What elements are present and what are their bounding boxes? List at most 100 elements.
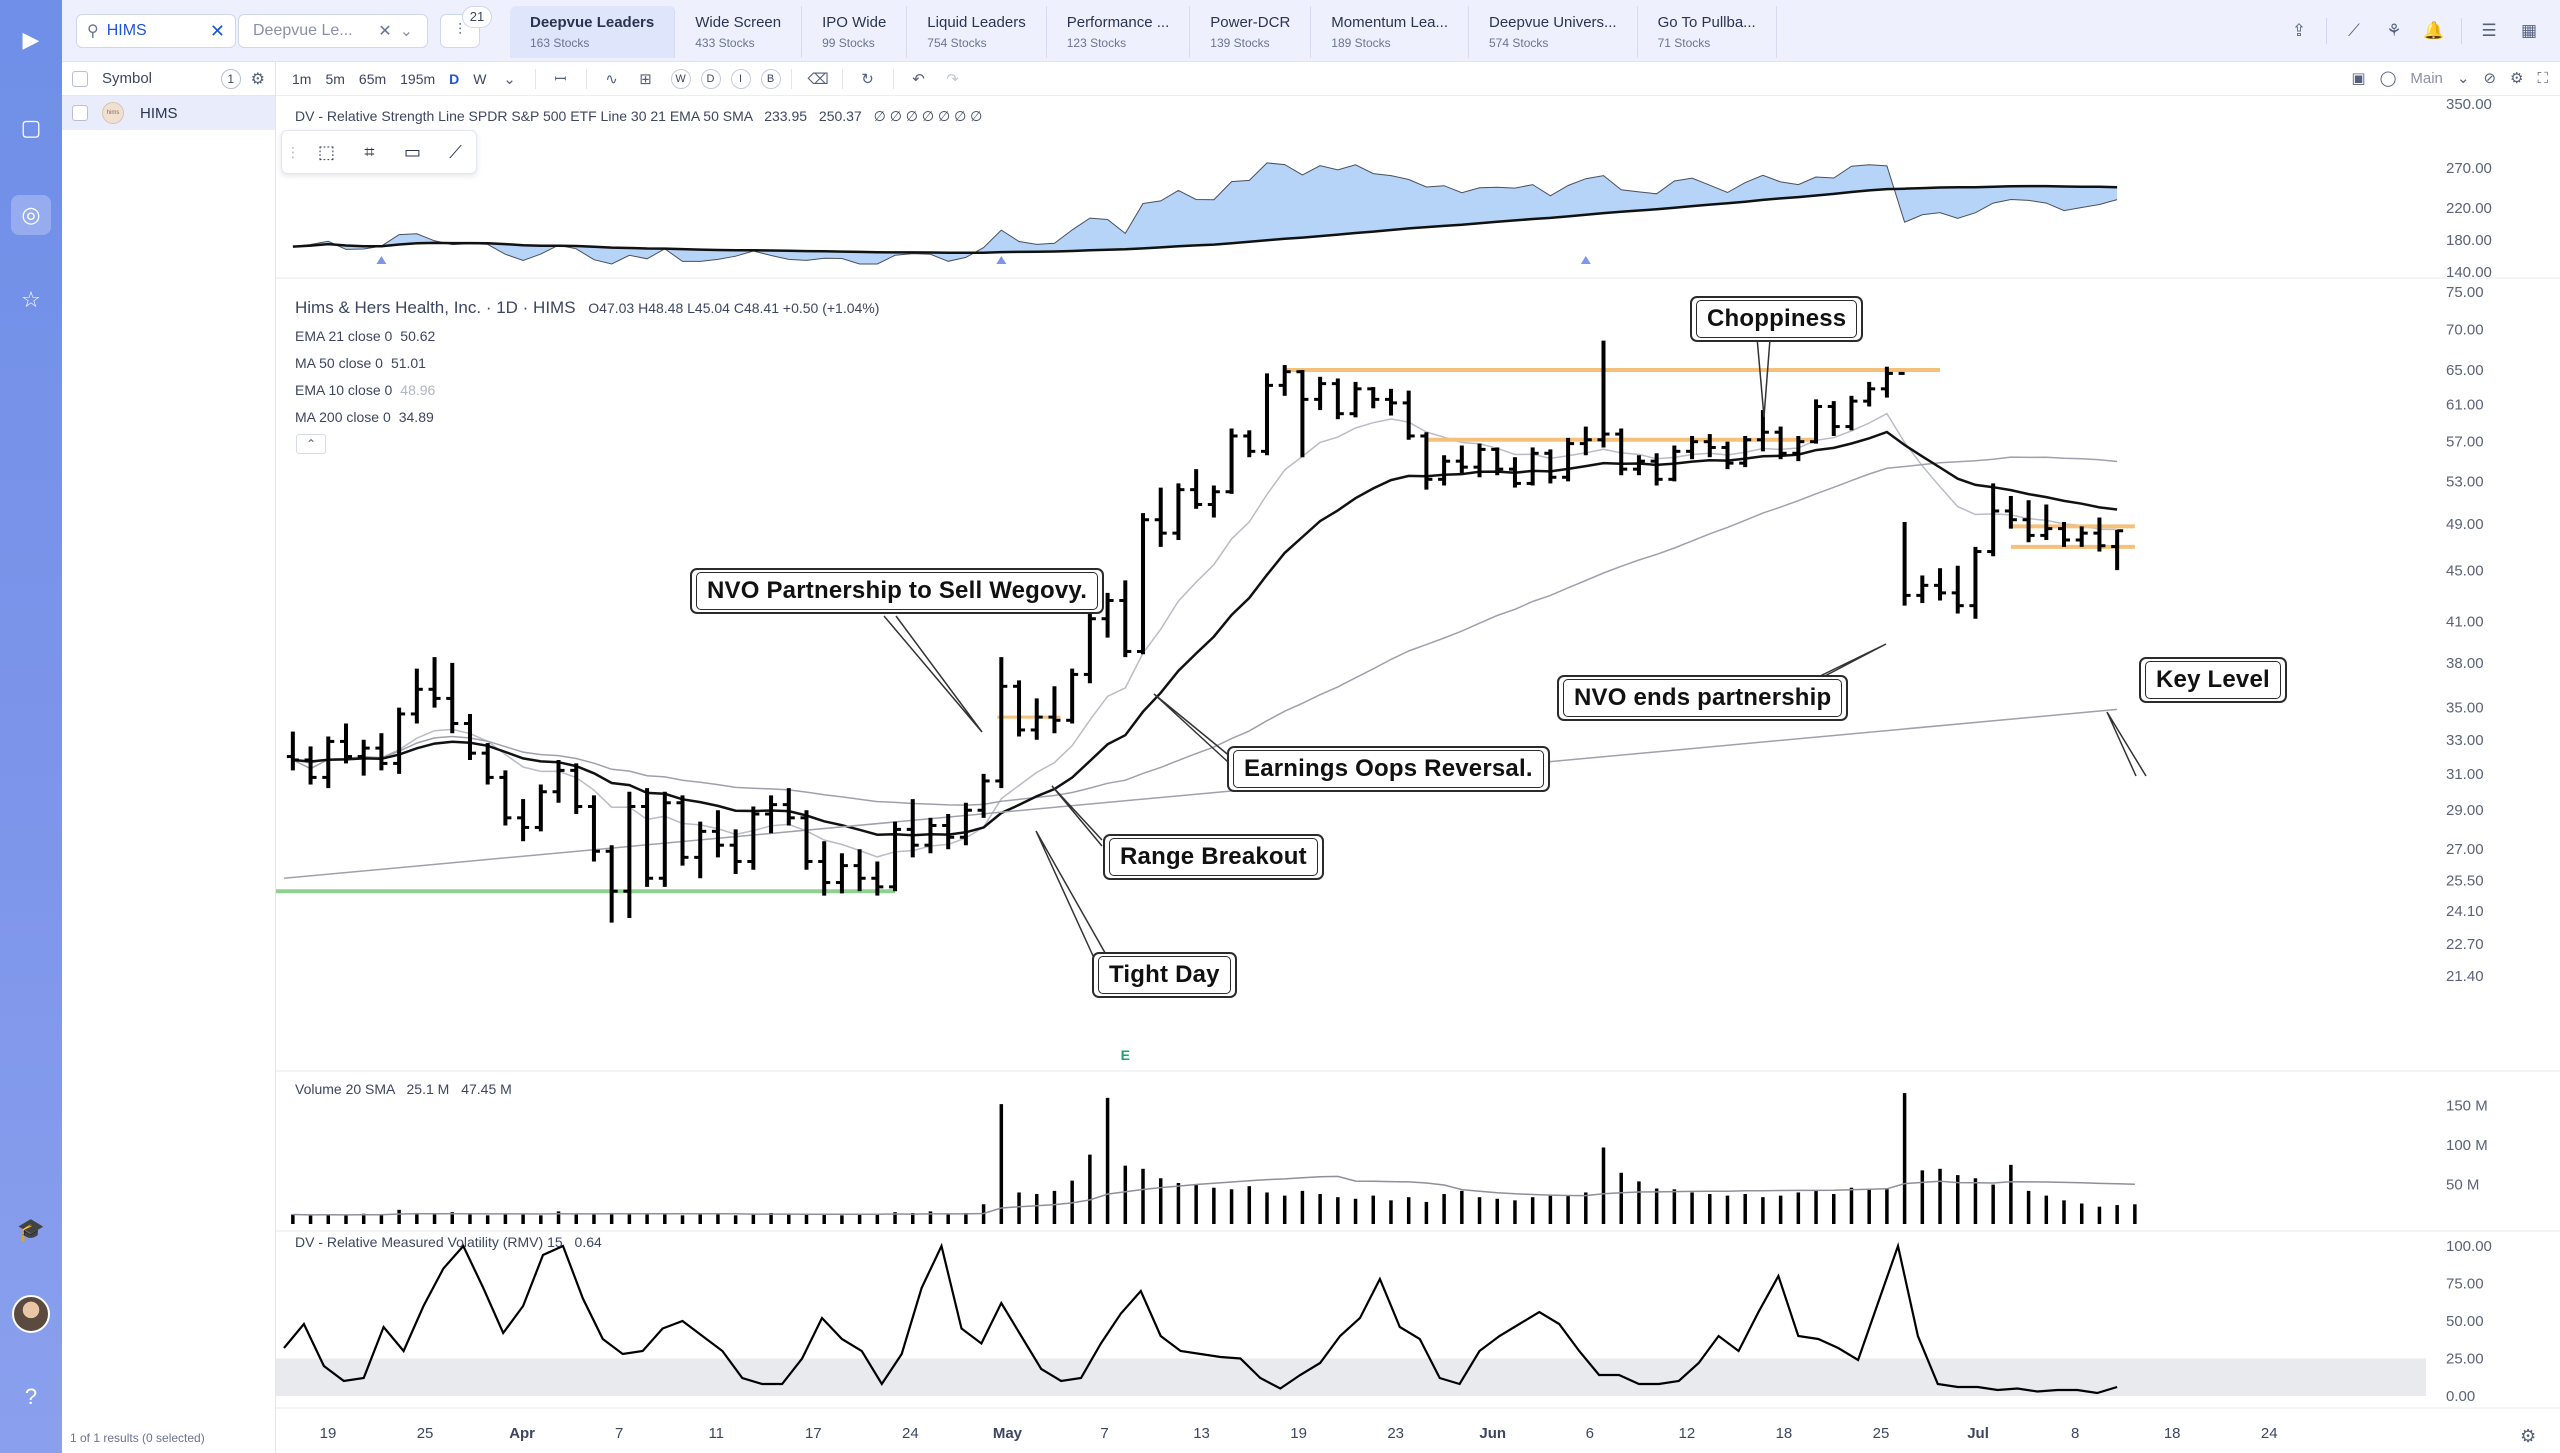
tab-momentum-lea[interactable]: Momentum Lea... 189 Stocks [1311, 6, 1469, 58]
gear-icon[interactable]: ⚙ [250, 70, 265, 88]
timeframe-w[interactable]: W [473, 70, 487, 87]
intraday-toggle[interactable]: I [730, 68, 751, 89]
week-toggle[interactable]: W [670, 68, 691, 89]
timeframe-65m[interactable]: 65m [358, 70, 387, 87]
timeframe-d[interactable]: D [449, 70, 460, 87]
rs-legend-label: DV - Relative Strength Line SPDR S&P 500… [295, 108, 753, 124]
x-axis-label: 8 [2071, 1425, 2079, 1442]
tab-deepvue-leaders[interactable]: Deepvue Leaders 163 Stocks [510, 6, 676, 58]
callout-tool-icon[interactable]: ▭ [403, 141, 421, 162]
x-axis-label: 19 [1290, 1425, 1307, 1442]
timeframe-1m[interactable]: 1m [292, 70, 312, 87]
tab-performance[interactable]: Performance ... 123 Stocks [1047, 6, 1191, 58]
user-avatar[interactable] [12, 1295, 50, 1333]
share-icon[interactable]: ⇪ [2291, 21, 2307, 40]
symbol-row-checkbox[interactable] [72, 105, 88, 121]
charts-icon[interactable]: ◎ [11, 195, 51, 235]
tools-icon[interactable]: ⚘ [2386, 21, 2402, 40]
clear-search-icon[interactable]: ✕ [209, 20, 225, 41]
price-axis-label: 25.50 [2446, 872, 2484, 889]
eraser-icon[interactable]: ⌫ [807, 70, 829, 88]
x-axis-label: 23 [1387, 1425, 1404, 1442]
day-toggle[interactable]: D [700, 68, 721, 89]
tab-wide-screen[interactable]: Wide Screen 433 Stocks [675, 6, 803, 58]
chart-canvas[interactable]: 75.0070.0065.0061.0057.0053.0049.0045.00… [276, 96, 2560, 1453]
rs-new-high-marker [376, 256, 387, 264]
crosshair-icon[interactable]: ⊘ [2483, 70, 2497, 87]
symbol-column-label[interactable]: Symbol [102, 70, 153, 87]
watchlist-dropdown[interactable]: Deepvue Le... ✕ ⌄ [238, 14, 428, 48]
chevron-down-icon[interactable]: ⌄ [2456, 70, 2470, 87]
tab-ipo-wide[interactable]: IPO Wide 99 Stocks [802, 6, 908, 58]
refresh-icon[interactable]: ↻ [861, 70, 874, 88]
filter-count-badge: 21 [462, 6, 492, 28]
pointer-range-breakout [1051, 785, 1103, 847]
chart-settings-icon[interactable]: ⚙ [2510, 70, 2524, 87]
star-icon[interactable]: ☆ [21, 287, 41, 312]
layout-label[interactable]: Main [2410, 69, 2443, 87]
trendline-tool-icon[interactable]: ⟋ [449, 141, 462, 162]
select-all-checkbox[interactable] [72, 70, 88, 87]
grid-view-icon[interactable]: ▦ [2520, 21, 2538, 40]
callout-tight-day[interactable]: Tight Day [1092, 952, 1237, 998]
indicators-icon[interactable]: ∿ [605, 70, 618, 88]
tab-go-to-pullba[interactable]: Go To Pullba... 71 Stocks [1638, 6, 1777, 58]
callout-choppiness[interactable]: Choppiness [1690, 296, 1864, 342]
chevron-down-icon[interactable]: ⌄ [503, 70, 516, 88]
timeframe-5m[interactable]: 5m [325, 70, 345, 87]
rmv-axis-label: 0.00 [2446, 1388, 2475, 1405]
rectangle-tool-icon[interactable]: ⬚ [317, 141, 335, 162]
education-icon[interactable]: 🎓 [17, 1217, 45, 1242]
help-icon[interactable]: ? [24, 1384, 38, 1409]
pointer-key-level [2106, 711, 2147, 777]
rs-new-high-marker [996, 256, 1007, 264]
bell-icon[interactable]: 🔔 [2423, 21, 2445, 40]
callout-text: Earnings Oops Reversal. [1233, 750, 1544, 788]
tab-label: Power-DCR [1210, 14, 1291, 31]
tab-count: 99 Stocks [822, 36, 875, 50]
tab-label: Liquid Leaders [927, 14, 1026, 31]
drag-handle-icon[interactable]: ⋮ [286, 143, 300, 160]
collapse-legend-button[interactable]: ⌃ [296, 434, 326, 454]
undo-icon[interactable]: ↶ [912, 70, 925, 88]
rs-axis-label: 350.00 [2446, 96, 2492, 113]
callout-nvo-partnership[interactable]: NVO Partnership to Sell Wegovy. [690, 568, 1105, 614]
rmv-axis-label: 75.00 [2446, 1276, 2484, 1293]
bars-toggle[interactable]: B [760, 68, 781, 89]
x-axis-label: 25 [417, 1425, 434, 1442]
tab-count: 123 Stocks [1066, 36, 1127, 50]
clear-watchlist-icon[interactable]: ✕ [378, 23, 392, 40]
dashboard-icon[interactable]: ▢ [20, 115, 42, 140]
x-axis-label: 25 [1873, 1425, 1890, 1442]
tab-liquid-leaders[interactable]: Liquid Leaders 754 Stocks [907, 6, 1047, 58]
bar-pattern-tool-icon[interactable]: ⌗ [364, 141, 375, 162]
line-chart-icon[interactable]: ⟋ [2348, 21, 2360, 40]
price-axis-label: 65.00 [2446, 362, 2484, 379]
search-input[interactable] [106, 22, 192, 40]
timeframe-195m[interactable]: 195m [400, 70, 436, 87]
callout-nvo-ends[interactable]: NVO ends partnership [1557, 675, 1849, 721]
redo-icon[interactable]: ↷ [946, 70, 959, 88]
tab-count: 433 Stocks [695, 36, 755, 50]
tab-power-dcr[interactable]: Power-DCR 139 Stocks [1190, 6, 1312, 58]
fullscreen-icon[interactable]: ⛶ [2537, 69, 2548, 87]
layout-select-icon[interactable]: ◯ [2379, 70, 2397, 87]
axis-settings-icon[interactable]: ⚙ [2520, 1426, 2536, 1447]
rs-extra-values: ∅ ∅ ∅ ∅ ∅ ∅ ∅ [873, 108, 983, 124]
x-axis-label: Jun [1479, 1425, 1506, 1442]
bar-style-icon[interactable]: ꟷ [554, 70, 567, 88]
tab-deepvue-univers[interactable]: Deepvue Univers... 574 Stocks [1469, 6, 1638, 58]
list-view-icon[interactable]: ☰ [2481, 21, 2497, 40]
callout-earnings-oops[interactable]: Earnings Oops Reversal. [1227, 746, 1550, 792]
chart-toolbar-right: ▣ ◯ Main ⌄ ⊘ ⚙ ⛶ [2351, 69, 2548, 88]
rmv-legend-label: DV - Relative Measured Volatility (RMV) … [295, 1234, 563, 1250]
deepvue-logo-icon[interactable]: ▶ [22, 27, 40, 52]
callout-range-breakout[interactable]: Range Breakout [1103, 834, 1324, 880]
layout-icon[interactable]: ▣ [2351, 70, 2366, 87]
symbol-row[interactable]: hims HIMS [62, 96, 275, 130]
templates-icon[interactable]: ⊞ [639, 70, 652, 88]
symbol-search[interactable]: ⚲ ✕ [76, 14, 236, 48]
tab-label: Wide Screen [695, 14, 782, 31]
callout-key-level[interactable]: Key Level [2139, 657, 2287, 703]
rs-value-1: 233.95 [764, 108, 808, 124]
